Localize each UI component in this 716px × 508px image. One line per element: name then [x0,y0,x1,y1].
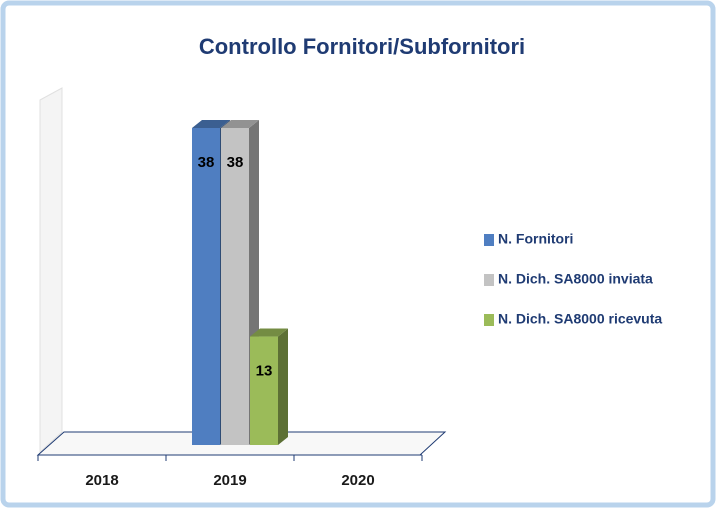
bar-top [221,120,259,128]
x-tick-label: 2020 [341,472,374,489]
data-label: 38 [198,154,215,171]
chart-title: Controllo Fornitori/Subfornitori [199,34,525,59]
legend-label: N. Dich. SA8000 ricevuta [498,311,662,327]
legend-swatch [484,234,494,246]
bar [192,128,220,445]
bar-side [278,328,288,445]
x-tick-label: 2019 [213,472,246,489]
legend-label: N. Fornitori [498,231,573,247]
bar-top [250,328,288,337]
data-label: 13 [256,363,273,380]
legend-swatch [484,274,494,286]
legend-label: N. Dich. SA8000 inviata [498,271,653,287]
back-wall [39,87,63,454]
bar-top [192,120,230,128]
x-tick-label: 2018 [85,472,118,489]
legend-swatch [484,314,494,326]
bar [250,336,278,445]
bar [221,128,249,445]
data-label: 38 [227,154,244,171]
